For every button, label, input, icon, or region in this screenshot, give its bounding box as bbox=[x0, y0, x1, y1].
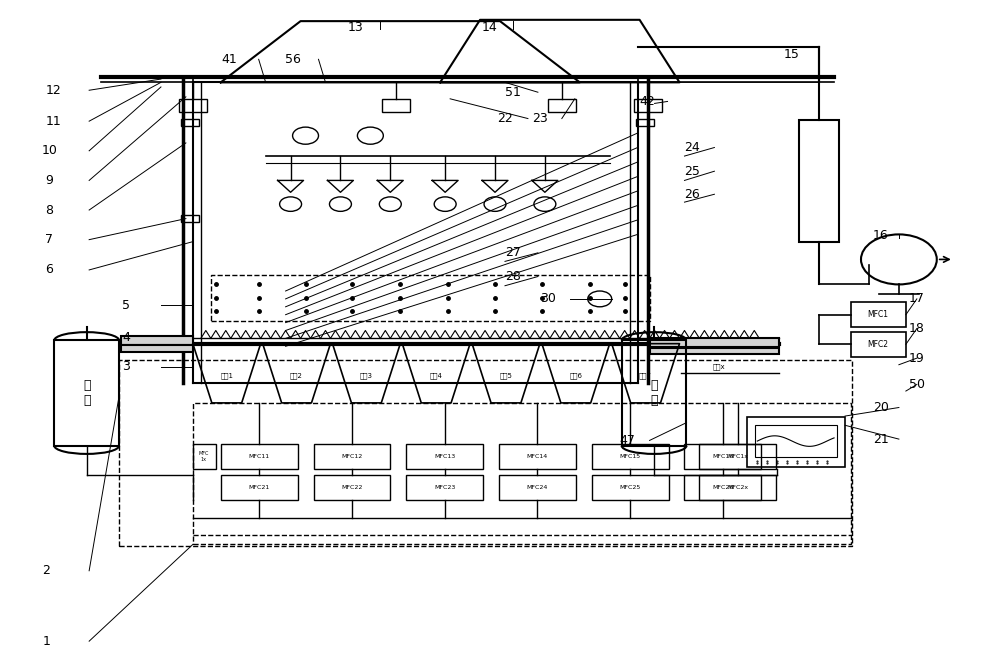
Text: 4: 4 bbox=[122, 330, 130, 344]
Text: 10: 10 bbox=[41, 144, 57, 157]
Text: 风室x: 风室x bbox=[713, 364, 726, 370]
Bar bbox=[119, 360, 852, 547]
Bar bbox=[548, 98, 576, 112]
Bar bbox=[179, 98, 207, 112]
Bar bbox=[755, 425, 837, 457]
Text: 13: 13 bbox=[348, 21, 363, 34]
Bar bbox=[211, 274, 650, 321]
Text: MFC23: MFC23 bbox=[434, 485, 455, 490]
Bar bbox=[193, 444, 216, 469]
Text: 12: 12 bbox=[45, 84, 61, 97]
Text: 8: 8 bbox=[45, 204, 53, 217]
Bar bbox=[499, 444, 576, 469]
Bar bbox=[699, 475, 776, 500]
Bar bbox=[406, 475, 483, 500]
Bar bbox=[382, 98, 410, 112]
Bar bbox=[747, 417, 845, 467]
Bar bbox=[851, 332, 906, 357]
Text: 22: 22 bbox=[497, 112, 513, 125]
Text: 21: 21 bbox=[873, 432, 889, 446]
Bar bbox=[121, 345, 193, 352]
Bar bbox=[684, 444, 761, 469]
Text: 5: 5 bbox=[122, 299, 130, 312]
Bar bbox=[221, 444, 298, 469]
Text: 30: 30 bbox=[540, 292, 556, 305]
Text: 风室2: 风室2 bbox=[290, 372, 303, 379]
Text: 20: 20 bbox=[873, 401, 889, 414]
Bar bbox=[181, 118, 199, 126]
Bar bbox=[684, 475, 761, 500]
Text: 2: 2 bbox=[42, 564, 50, 577]
Text: MFC12: MFC12 bbox=[341, 453, 363, 459]
Bar bbox=[121, 336, 193, 345]
Bar bbox=[650, 348, 779, 354]
Text: 16: 16 bbox=[873, 229, 889, 241]
Text: 28: 28 bbox=[505, 270, 521, 283]
Text: 1: 1 bbox=[42, 635, 50, 648]
Text: MFC1: MFC1 bbox=[867, 310, 888, 319]
Text: 26: 26 bbox=[685, 188, 700, 201]
Bar bbox=[592, 475, 669, 500]
Bar bbox=[592, 444, 669, 469]
Bar bbox=[54, 340, 119, 446]
Text: 27: 27 bbox=[505, 247, 521, 259]
Text: 风室1: 风室1 bbox=[220, 372, 233, 379]
Text: MFC1x: MFC1x bbox=[728, 453, 749, 459]
Text: MFC
1x: MFC 1x bbox=[199, 451, 209, 461]
Text: 25: 25 bbox=[685, 165, 700, 178]
Text: 17: 17 bbox=[909, 292, 925, 305]
Text: 23: 23 bbox=[532, 112, 548, 125]
Text: MFC2x: MFC2x bbox=[728, 485, 749, 490]
Text: 18: 18 bbox=[909, 322, 925, 335]
Text: 风室7: 风室7 bbox=[639, 372, 652, 379]
Bar bbox=[636, 118, 654, 126]
Bar bbox=[221, 475, 298, 500]
Bar bbox=[699, 444, 776, 469]
Text: 氧
气: 氧 气 bbox=[650, 379, 658, 407]
Text: 风室4: 风室4 bbox=[430, 372, 443, 379]
Text: 56: 56 bbox=[285, 53, 301, 66]
Text: 11: 11 bbox=[45, 115, 61, 128]
Bar bbox=[650, 338, 779, 347]
Text: 15: 15 bbox=[783, 48, 799, 61]
Text: 14: 14 bbox=[482, 21, 498, 34]
Text: MFC16: MFC16 bbox=[712, 453, 733, 459]
Text: 47: 47 bbox=[620, 434, 636, 447]
Bar bbox=[193, 403, 851, 545]
Bar bbox=[499, 475, 576, 500]
Text: MFC2: MFC2 bbox=[867, 340, 888, 349]
Text: 3: 3 bbox=[122, 360, 130, 373]
Bar bbox=[314, 444, 390, 469]
Text: 24: 24 bbox=[685, 141, 700, 154]
Text: 50: 50 bbox=[909, 378, 925, 391]
Bar bbox=[622, 340, 686, 446]
Text: 风室5: 风室5 bbox=[500, 372, 512, 379]
Bar bbox=[181, 215, 199, 222]
Bar bbox=[851, 302, 906, 327]
Bar bbox=[406, 444, 483, 469]
Text: MFC25: MFC25 bbox=[620, 485, 641, 490]
Bar bbox=[314, 475, 390, 500]
Text: 风室6: 风室6 bbox=[569, 372, 582, 379]
Text: MFC26: MFC26 bbox=[712, 485, 734, 490]
Text: 7: 7 bbox=[45, 233, 53, 246]
Text: 42: 42 bbox=[640, 95, 655, 108]
Text: MFC22: MFC22 bbox=[341, 485, 363, 490]
Text: MFC15: MFC15 bbox=[620, 453, 641, 459]
Bar bbox=[634, 98, 662, 112]
Text: MFC21: MFC21 bbox=[249, 485, 270, 490]
Bar bbox=[799, 120, 839, 242]
Text: MFC11: MFC11 bbox=[249, 453, 270, 459]
Text: 9: 9 bbox=[45, 174, 53, 187]
Text: 51: 51 bbox=[505, 86, 521, 98]
Text: 19: 19 bbox=[909, 352, 925, 365]
Text: 6: 6 bbox=[45, 264, 53, 276]
Text: 41: 41 bbox=[221, 53, 237, 66]
Text: MFC14: MFC14 bbox=[527, 453, 548, 459]
Text: 空
气: 空 气 bbox=[83, 379, 90, 407]
Text: MFC13: MFC13 bbox=[434, 453, 455, 459]
Text: MFC24: MFC24 bbox=[527, 485, 548, 490]
Text: 风室3: 风室3 bbox=[360, 372, 373, 379]
